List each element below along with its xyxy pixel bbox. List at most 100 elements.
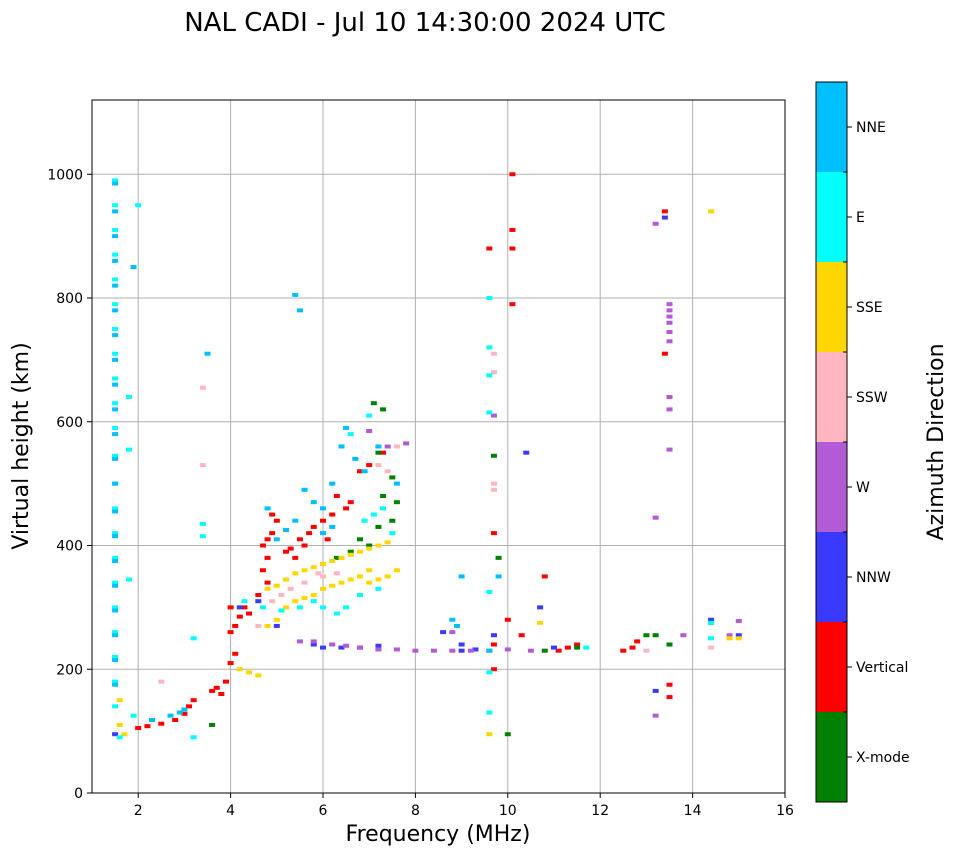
data-point [666, 395, 673, 399]
data-point [343, 605, 350, 610]
data-point [486, 670, 493, 675]
data-point [116, 735, 123, 740]
data-point [264, 580, 271, 585]
data-point [338, 580, 345, 585]
data-point [259, 543, 266, 548]
data-point [472, 647, 479, 652]
colorbar-segment [816, 172, 847, 262]
data-point [255, 673, 262, 678]
data-point [356, 549, 363, 554]
data-point [324, 537, 331, 542]
data-point [393, 568, 400, 573]
data-point [366, 413, 373, 418]
colorbar-segment [816, 622, 847, 712]
data-point [366, 463, 373, 468]
data-point [338, 444, 345, 449]
data-point [112, 605, 119, 610]
data-point [708, 645, 715, 650]
data-point [292, 518, 299, 523]
data-point [380, 450, 387, 455]
colorbar-tick-label: Vertical [856, 660, 908, 676]
data-point [726, 636, 733, 641]
data-point [666, 447, 673, 452]
data-point [370, 512, 377, 517]
data-point [486, 373, 493, 378]
data-point [495, 574, 502, 579]
data-point [555, 648, 562, 653]
data-point [666, 314, 673, 319]
data-point [735, 633, 742, 638]
data-point [181, 711, 188, 716]
series-ssw [158, 351, 715, 684]
data-point [347, 500, 354, 505]
data-point [458, 574, 465, 579]
data-point [209, 688, 216, 693]
data-point [222, 679, 229, 684]
x-tick-label: 14 [684, 803, 702, 819]
series-e [112, 178, 715, 740]
data-point [172, 717, 179, 722]
data-point [301, 568, 308, 573]
data-point [652, 515, 659, 520]
data-point [112, 308, 119, 313]
data-point [112, 203, 119, 208]
data-point [273, 583, 280, 588]
x-axis-label: Frequency (MHz) [346, 822, 531, 847]
data-point [112, 258, 119, 263]
data-point [486, 345, 493, 350]
data-point [176, 710, 183, 715]
data-point [130, 713, 137, 718]
data-point [149, 717, 156, 722]
data-point [384, 469, 391, 474]
data-point [236, 605, 243, 610]
data-point [112, 181, 119, 186]
x-tick-label: 10 [499, 803, 517, 819]
data-point [661, 351, 668, 356]
data-point [347, 552, 354, 557]
y-axis-ticks: 0 200 400 600 800 1000 [47, 167, 92, 802]
data-point [255, 599, 262, 604]
data-point [112, 401, 119, 406]
data-point [666, 320, 673, 325]
data-point [490, 531, 497, 536]
data-point [125, 447, 132, 452]
data-point [158, 721, 165, 726]
data-point [112, 732, 119, 737]
data-point [453, 623, 460, 628]
data-point [112, 277, 119, 282]
data-point [135, 203, 142, 208]
data-point [232, 651, 239, 656]
data-point [504, 732, 511, 737]
data-point [218, 692, 225, 696]
data-point [375, 444, 382, 449]
data-point [393, 481, 400, 486]
data-point [264, 623, 271, 628]
data-point [366, 546, 373, 551]
colorbar-segment [816, 82, 847, 172]
y-tick-label: 800 [56, 291, 83, 307]
data-point [551, 645, 557, 650]
colorbar-tick-label: NNW [856, 570, 891, 586]
data-point [486, 296, 493, 300]
data-point [125, 395, 132, 399]
data-point [283, 549, 290, 554]
data-point [283, 577, 290, 582]
data-point [403, 441, 410, 446]
series-w [296, 221, 742, 718]
colorbar-label: Azimuth Direction [924, 343, 949, 540]
data-point [708, 636, 715, 641]
grid-lines [92, 100, 785, 793]
data-point [199, 521, 206, 526]
x-tick-label: 12 [591, 803, 609, 819]
data-point [264, 555, 271, 560]
colorbar-tick-label: NNE [856, 120, 886, 136]
data-point [329, 481, 336, 486]
data-point [320, 506, 326, 511]
data-point [310, 565, 317, 570]
data-point [509, 302, 516, 307]
data-point [366, 543, 373, 548]
data-point [620, 648, 627, 653]
data-point [199, 385, 206, 390]
data-point [292, 292, 299, 297]
